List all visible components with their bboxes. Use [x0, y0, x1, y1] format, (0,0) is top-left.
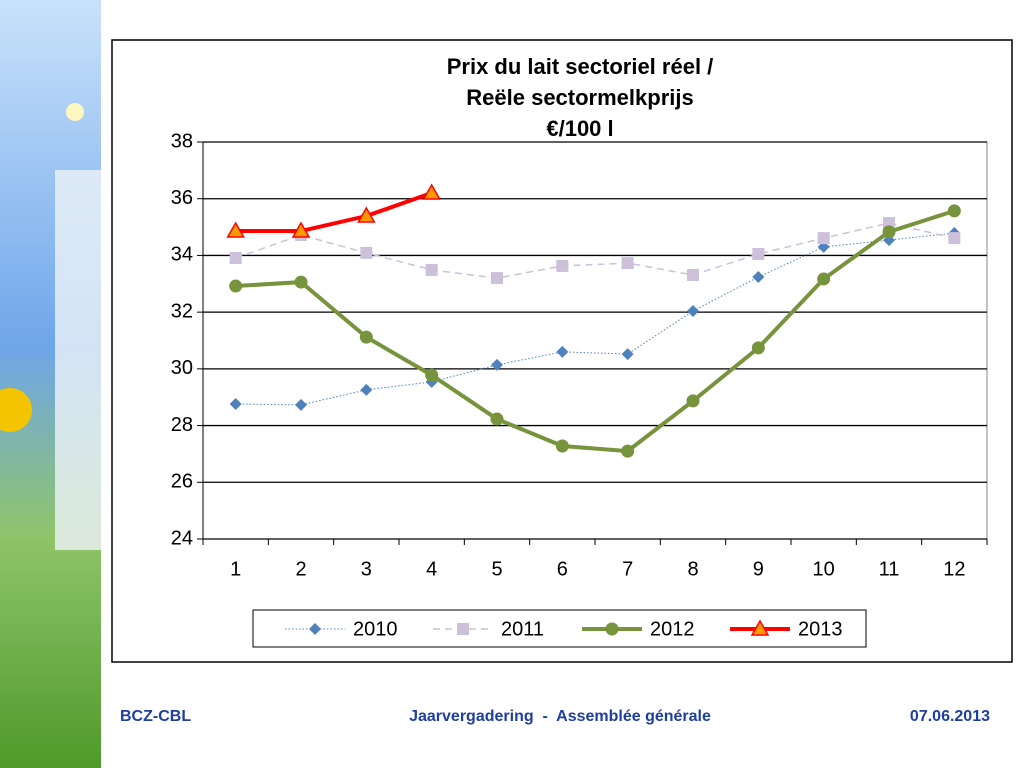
flower — [0, 388, 32, 432]
x-tick-label: 7 — [622, 558, 633, 580]
marker — [556, 345, 569, 358]
x-tick-label: 1 — [230, 558, 241, 580]
marker — [883, 217, 895, 230]
y-tick-label: 32 — [171, 300, 193, 322]
x-tick-label: 8 — [687, 558, 698, 580]
x-tick-label: 3 — [361, 558, 372, 580]
marker — [309, 623, 321, 635]
y-tick-label: 30 — [171, 357, 193, 379]
x-tick-label: 6 — [557, 558, 568, 580]
marker — [555, 439, 569, 453]
series-line — [235, 209, 955, 454]
legend-label: 2010 — [353, 618, 398, 640]
marker — [750, 619, 770, 636]
marker — [359, 330, 373, 344]
marker — [425, 263, 438, 276]
y-tick-label: 24 — [171, 527, 193, 549]
marker — [295, 398, 307, 411]
marker — [229, 251, 242, 264]
marker — [752, 270, 765, 283]
marker — [229, 279, 243, 293]
chart-title: Prix du lait sectoriel réel / — [447, 54, 714, 79]
marker — [621, 444, 635, 458]
series-line — [235, 191, 433, 234]
chart-title: €/100 l — [546, 116, 613, 141]
x-tick-label: 11 — [879, 558, 900, 580]
x-tick-label: 10 — [813, 558, 835, 580]
flower — [66, 103, 84, 121]
marker — [817, 232, 830, 245]
marker — [686, 394, 700, 408]
footer-left: BCZ-CBL — [120, 708, 191, 725]
marker — [490, 412, 504, 426]
marker — [817, 272, 831, 286]
marker — [422, 183, 441, 200]
marker — [947, 204, 961, 218]
x-tick-label: 9 — [753, 558, 764, 580]
marker — [360, 246, 373, 259]
footer-right: 07.06.2013 — [910, 708, 990, 725]
marker — [291, 221, 311, 238]
marker — [556, 259, 569, 272]
footer-center: Jaarvergadering - Assemblée générale — [409, 708, 711, 725]
marker — [457, 623, 469, 635]
marker — [491, 358, 503, 371]
y-tick-label: 28 — [171, 414, 193, 436]
x-tick-label: 4 — [426, 558, 437, 580]
y-tick-label: 38 — [171, 130, 193, 152]
marker — [226, 221, 245, 238]
marker — [294, 275, 308, 289]
marker — [491, 272, 503, 285]
y-tick-label: 26 — [171, 471, 193, 493]
legend-label: 2011 — [501, 618, 544, 640]
glass — [55, 170, 101, 550]
plot-area — [202, 141, 988, 540]
marker — [425, 368, 439, 382]
marker — [605, 622, 619, 636]
marker — [752, 248, 765, 261]
series-line — [235, 222, 955, 279]
chart-title: Reële sectormelkprijs — [466, 85, 693, 110]
y-tick-label: 34 — [171, 244, 193, 266]
marker — [948, 232, 961, 245]
marker — [882, 225, 896, 239]
y-tick-label: 36 — [171, 187, 193, 209]
marker — [357, 206, 376, 223]
series-line — [235, 232, 955, 406]
marker — [621, 257, 634, 270]
x-tick-label: 12 — [943, 558, 965, 580]
marker — [687, 268, 699, 281]
marker — [229, 398, 242, 411]
marker — [360, 383, 373, 396]
marker — [687, 305, 699, 318]
legend-label: 2012 — [650, 618, 695, 640]
legend-label: 2013 — [798, 618, 843, 640]
marker — [751, 341, 765, 355]
marker — [621, 348, 634, 361]
x-tick-label: 5 — [491, 558, 502, 580]
x-tick-label: 2 — [295, 558, 306, 580]
